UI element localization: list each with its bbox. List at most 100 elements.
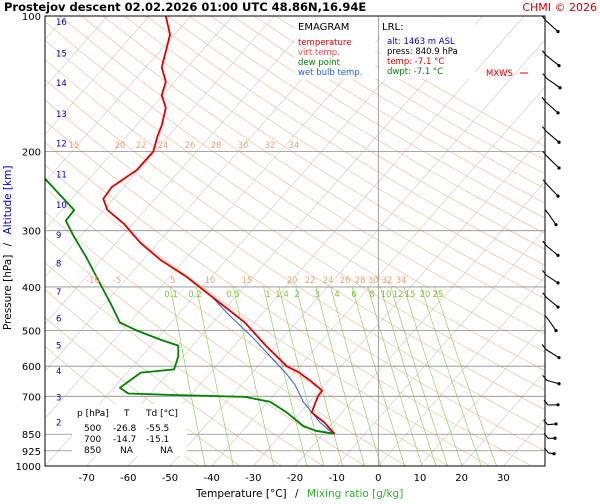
altitude-tick-label: 3: [56, 394, 61, 404]
table-header-td: Td [°C]: [145, 409, 178, 419]
x-tick-label: 20: [455, 473, 468, 484]
lrl-dwpt: dwpt: -7.1 °C: [387, 67, 443, 77]
theta-label: -5: [113, 276, 121, 286]
wind-barb-dot: [556, 195, 559, 198]
theta-label: 30: [238, 141, 249, 151]
table-cell: 500: [84, 424, 101, 434]
mixing-ratio-label: 25: [433, 290, 444, 300]
table-cell: -55.5: [146, 424, 169, 434]
wind-barb-dot: [556, 254, 559, 257]
wind-barb-dot: [557, 382, 560, 385]
altitude-tick-label: 15: [56, 49, 67, 59]
altitude-tick-label: 9: [56, 231, 61, 241]
table-header-p: p [hPa]: [77, 409, 109, 419]
wind-barb-dot: [552, 452, 555, 455]
theta-label: 28: [355, 276, 366, 286]
y-axis-label-sep: /: [2, 242, 14, 246]
wind-barb-dot: [557, 141, 560, 144]
p-tick-label: 1000: [16, 462, 41, 473]
altitude-tick-label: 13: [56, 110, 67, 120]
x-tick-label: -60: [120, 473, 136, 484]
p-tick-label: 500: [22, 327, 41, 338]
mixing-ratio-label: 3: [314, 290, 319, 300]
theta-label: 24: [158, 141, 169, 151]
legend-dew-point: dew point: [298, 58, 341, 68]
theta-label: 22: [136, 141, 147, 151]
x-tick-label: -10: [328, 473, 344, 484]
p-tick-label: 850: [22, 430, 41, 441]
mixing-ratio-label: 1.4: [275, 290, 289, 300]
altitude-tick-label: 14: [56, 79, 67, 89]
wind-barb-dot: [557, 64, 560, 67]
theta-label: 34: [396, 276, 407, 286]
wind-barb-dot: [556, 111, 559, 114]
wind-barb-dot: [556, 281, 559, 284]
mixing-ratio-label: 1: [265, 290, 270, 300]
legend-title: EMAGRAM: [298, 22, 349, 33]
theta-label: 30: [368, 276, 379, 286]
x-tick-label: -30: [245, 473, 261, 484]
mixing-ratio-label: 12: [393, 290, 404, 300]
theta-label: 5: [170, 276, 175, 286]
chart-title: Prostejov descent 02.02.2026 01:00 UTC 4…: [4, 0, 366, 14]
mixing-ratio-label: 15: [405, 290, 416, 300]
x-axis-label-mixing: Mixing ratio [g/kg]: [307, 488, 403, 500]
legend-temperature: temperature: [298, 38, 351, 48]
x-tick-label: -70: [78, 473, 94, 484]
level-table: p [hPa] T Td [°C] 500 -26.8 -55.5 700 -1…: [72, 404, 187, 456]
mixing-ratio-label: 10: [381, 290, 392, 300]
altitude-tick-label: 16: [56, 18, 67, 28]
mixing-ratio-label: 6: [351, 290, 356, 300]
altitude-tick-label: 10: [56, 201, 67, 211]
wind-barb-dot: [558, 86, 561, 89]
table-cell: NA: [160, 446, 174, 456]
p-tick-label: 600: [22, 362, 41, 373]
wind-barb-dot: [557, 356, 560, 359]
wind-barb-dot: [554, 329, 557, 332]
altitude-tick-label: 4: [56, 367, 61, 377]
mixing-ratio-label: 2: [294, 290, 299, 300]
y-axis-label-alt: Altitude [km]: [2, 166, 14, 235]
legend-virt-temp: virt.temp.: [298, 48, 340, 58]
theta-label: 32: [265, 141, 276, 151]
altitude-tick-label: 8: [56, 260, 61, 270]
table-cell: 700: [84, 435, 101, 445]
p-tick-label: 700: [22, 392, 41, 403]
p-tick-label: 925: [22, 447, 41, 458]
table-cell: -15.1: [146, 435, 169, 445]
wind-barb-dot: [557, 166, 560, 169]
altitude-tick-label: 12: [56, 139, 67, 149]
theta-label: -10: [86, 276, 100, 286]
wind-barb-dot: [556, 305, 559, 308]
table-cell: -14.7: [113, 435, 136, 445]
lrl-temp: temp: -7.1 °C: [387, 57, 444, 67]
table-cell: 850: [84, 446, 101, 456]
theta-label: 24: [323, 276, 334, 286]
mixing-ratio-label: 20: [420, 290, 431, 300]
table-cell: -26.8: [113, 424, 137, 434]
mixing-ratio-label: 8: [369, 290, 374, 300]
x-axis-label-sep: /: [295, 488, 299, 500]
mixing-ratio-label: 0.5: [226, 290, 240, 300]
theta-label: 15: [242, 276, 253, 286]
legend: EMAGRAM temperature virt.temp. dew point…: [295, 17, 375, 79]
altitude-tick-label: 11: [56, 170, 67, 180]
theta-label: 20: [287, 276, 298, 286]
theta-label: 26: [340, 276, 351, 286]
altitude-tick-label: 6: [56, 314, 61, 324]
theta-label: 22: [305, 276, 316, 286]
copyright-label: CHMI © 2026: [522, 1, 597, 14]
theta-label: 28: [211, 141, 222, 151]
p-tick-label: 200: [22, 147, 41, 158]
lrl-box: LRL: alt: 1463 m ASL press: 840.9 hPa te…: [380, 17, 475, 79]
table-cell: NA: [120, 446, 134, 456]
lrl-alt: alt: 1463 m ASL: [387, 37, 455, 47]
x-tick-label: -40: [203, 473, 219, 484]
x-tick-label: -20: [287, 473, 303, 484]
x-tick-label: -50: [162, 473, 178, 484]
theta-label: 10: [205, 276, 216, 286]
wind-barb-dot: [553, 437, 556, 440]
wind-barb-dot: [554, 422, 557, 425]
lrl-title: LRL:: [382, 22, 403, 33]
